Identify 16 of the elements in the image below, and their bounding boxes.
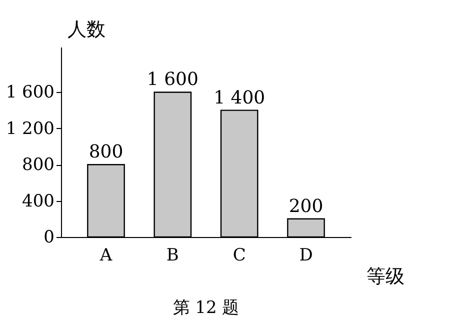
y-tick-label: 800 <box>22 155 54 176</box>
x-tick-label: D <box>299 246 313 266</box>
x-tick-label: C <box>232 246 246 266</box>
x-tick-label: B <box>166 246 179 266</box>
x-axis-title: 等级 <box>366 266 404 288</box>
data-label: 1 400 <box>214 87 266 108</box>
data-label: 1 600 <box>146 69 198 90</box>
y-axis-title: 人数 <box>68 18 106 40</box>
data-label: 200 <box>288 196 324 217</box>
y-tick-label: 1 200 <box>6 118 54 139</box>
data-label: 800 <box>88 142 124 163</box>
y-tick-label: 400 <box>22 191 54 212</box>
text: 第 12 题 <box>172 298 240 318</box>
y-tick-label: 0 <box>44 228 54 248</box>
x-tick-label: A <box>98 246 113 266</box>
y-tick-label: 1 600 <box>6 82 54 103</box>
